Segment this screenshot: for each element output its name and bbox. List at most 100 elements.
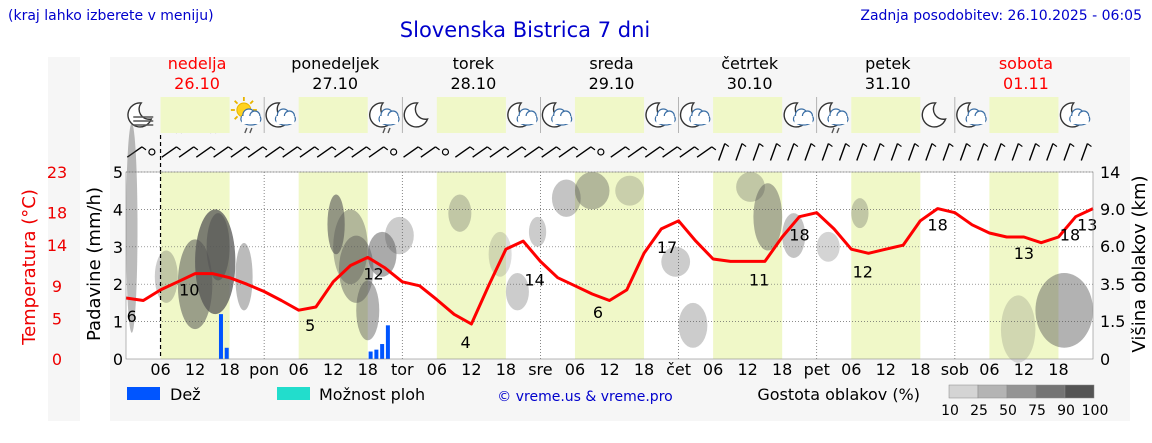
wind-barb (610, 146, 630, 158)
header-note: (kraj lahko izberete v meniju) (8, 8, 214, 24)
temp-tick: 23 (47, 163, 67, 182)
cloud-cover (338, 235, 374, 303)
wind-barb (1028, 143, 1041, 161)
day-name: ponedeljek (291, 54, 380, 73)
hour-tick: 12 (185, 360, 205, 379)
wind-barb (558, 146, 579, 158)
density-swatch (977, 384, 1008, 399)
moon-fog-icon (127, 102, 154, 128)
rain-bar (380, 344, 385, 359)
hour-tick: 18 (772, 360, 792, 379)
wind-barb (821, 143, 833, 161)
daylight-band (436, 172, 506, 359)
density-swatch (1064, 384, 1095, 399)
daylight-band (713, 172, 783, 359)
wind-barb (752, 143, 764, 161)
density-swatch (1006, 384, 1037, 399)
moon-cloud-icon (507, 102, 538, 128)
wind-barb (977, 143, 989, 161)
wind-barb (506, 146, 527, 158)
cloud-cover (333, 209, 368, 285)
hour-tick: 06 (150, 360, 170, 379)
cloud-cover (206, 213, 230, 281)
wind-barb (282, 146, 302, 158)
wind-barb (856, 143, 868, 161)
cloud-cover (488, 231, 512, 277)
wind-barb (679, 146, 699, 158)
wind-barb (718, 143, 730, 161)
hour-tick: 06 (288, 360, 308, 379)
cloud-cover (126, 123, 138, 333)
wind-barb (662, 146, 682, 158)
temp-tick: 0 (52, 350, 62, 369)
wind-barb (769, 143, 781, 161)
cloud-cover (551, 179, 581, 217)
day-name: torek (453, 54, 495, 73)
cloud-cover (528, 216, 547, 247)
wind-barb (804, 143, 816, 161)
moon-icon (403, 102, 429, 128)
daylight-band (851, 172, 921, 359)
moon-cloud-icon (645, 102, 676, 128)
wind-barb (1046, 143, 1058, 161)
daylight-band (574, 172, 645, 359)
wind-barb (230, 146, 250, 158)
cloud-cover (816, 231, 840, 262)
cloud-cover (615, 175, 645, 206)
day-date: 29.10 (589, 74, 635, 93)
temperature-label: 18 (789, 226, 809, 245)
moon-cloud-rain-icon (818, 102, 849, 134)
wind-barb (454, 146, 475, 158)
daylight-band-icons (989, 97, 1059, 133)
cloud-cover (1000, 295, 1036, 363)
precip-tick: 4 (113, 200, 123, 219)
wind-barb (994, 143, 1006, 161)
wind-barb (178, 146, 199, 158)
cloud-cover (154, 250, 178, 303)
temp-axis-label: Temperatura (°C) (19, 189, 40, 346)
temperature-label: 13 (1014, 244, 1034, 263)
hour-tick: 12 (461, 360, 481, 379)
cloud-cover (385, 216, 414, 255)
moon-cloud-icon (265, 102, 297, 128)
wind-barb (299, 146, 320, 158)
cloud-cover (574, 172, 610, 210)
hour-tick: 18 (634, 360, 654, 379)
wind-barb (1063, 143, 1075, 161)
sun-cloud-rain-icon (230, 97, 262, 134)
precip-tick: 1 (113, 313, 123, 332)
cloud-cover (851, 198, 869, 229)
day-name: četrtek (721, 54, 779, 73)
daylight-band-icons (298, 97, 368, 133)
wind-barb (627, 146, 648, 158)
page-title: Slovenska Bistrica 7 dni (400, 18, 650, 42)
wind-barb (541, 146, 561, 158)
cloud-axis-label: Višina oblakov (km) (1129, 175, 1150, 352)
rain-legend-swatch (127, 387, 160, 400)
temperature-label: 18 (927, 216, 947, 235)
wind-barb (390, 148, 398, 156)
rain-bar (374, 349, 379, 359)
hour-tick: 12 (323, 360, 343, 379)
wind-barb (148, 148, 156, 156)
temperature-label: 17 (657, 238, 677, 257)
hour-tick: 18 (358, 360, 378, 379)
day-name: sobota (999, 54, 1053, 73)
day-date: 28.10 (450, 74, 496, 93)
day-abbr-tick: tor (391, 360, 414, 379)
cloud-height-tick: 0 (1100, 350, 1110, 369)
rain-bar (385, 325, 390, 359)
day-name: sreda (589, 54, 633, 73)
wind-barb (942, 143, 954, 161)
showers-legend-swatch (277, 387, 310, 400)
wind-barb (316, 146, 337, 158)
cloud-cover (736, 172, 765, 202)
temperature-label: 6 (593, 303, 603, 322)
temperature-label: 4 (461, 333, 471, 352)
daylight-band-icons (574, 97, 645, 133)
update-timestamp: Zadnja posodobitev: 26.10.2025 - 06:05 (860, 8, 1142, 24)
wind-barb (873, 143, 885, 161)
day-abbr-tick: sre (528, 360, 552, 379)
